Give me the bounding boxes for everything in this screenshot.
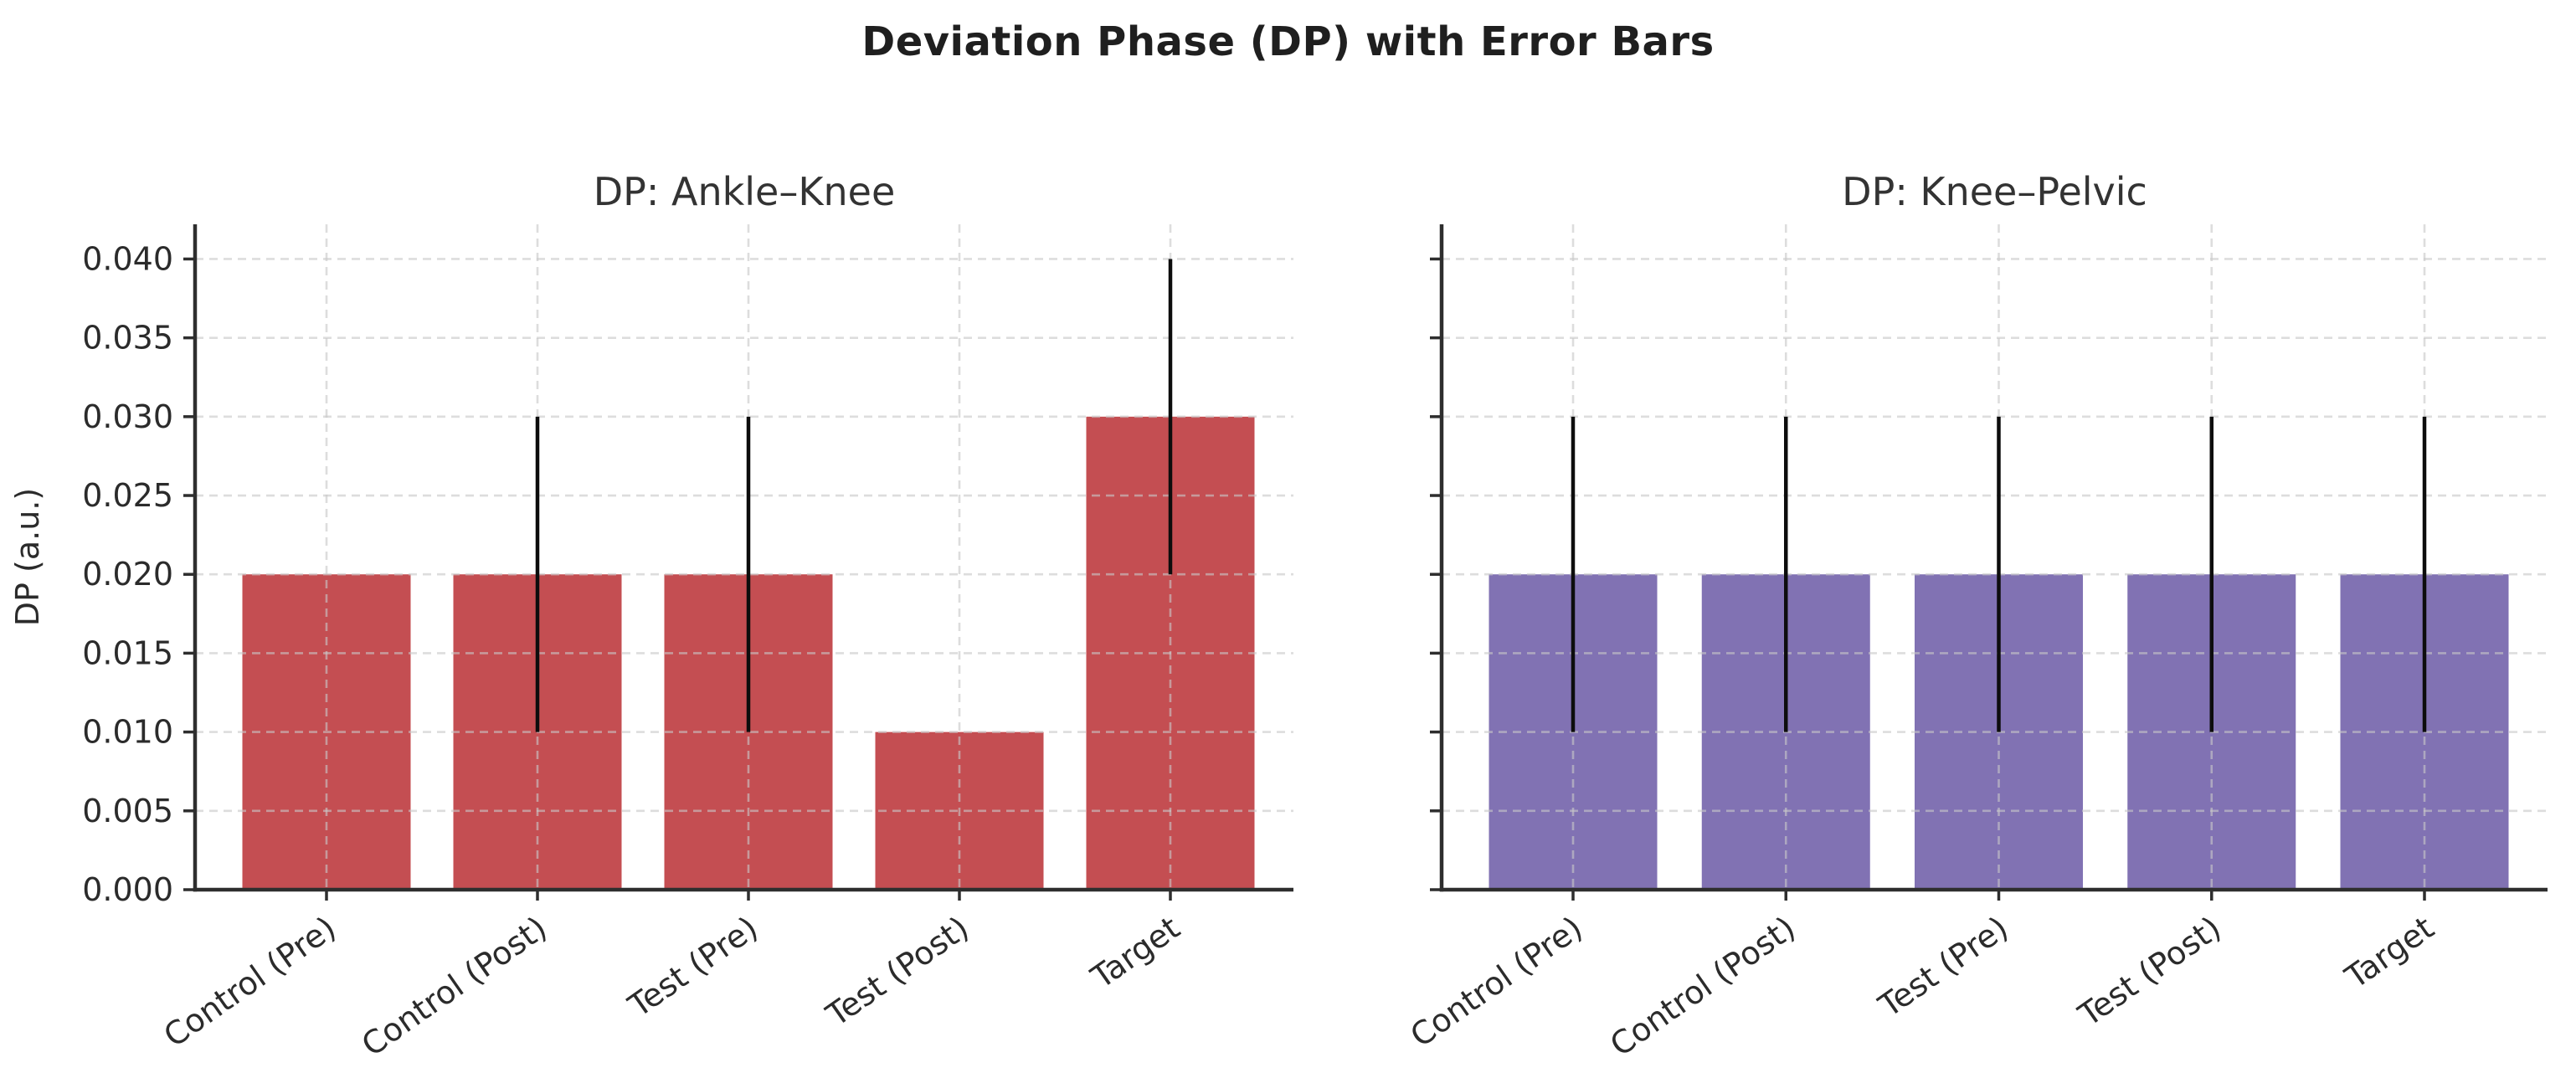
x-tick-label: Control (Pre): [157, 909, 342, 1054]
y-tick-label: 0.030: [82, 398, 173, 435]
subplot-title: DP: Ankle–Knee: [594, 169, 896, 214]
x-tick-label: Control (Post): [355, 909, 553, 1063]
chart-knee-pelvic: Control (Pre) Control (Post) Test (Pre) Tes…: [1404, 169, 2548, 1064]
x-tick-label: Test (Post): [2071, 909, 2228, 1034]
error-bars-group: [535, 259, 1173, 732]
y-tick-label: 0.010: [82, 714, 173, 751]
chart-ankle-knee: 0.000 0.005 0.010 0.015 0.020 0.025 0.030 0.035…: [9, 169, 1293, 1064]
y-tick-label: 0.015: [82, 634, 173, 671]
y-tick-label: 0.025: [82, 477, 173, 514]
x-tick-label: Control (Pre): [1404, 909, 1589, 1054]
x-tick-label: Test (Pre): [621, 909, 764, 1024]
x-tick-label: Test (Pre): [1872, 909, 2015, 1024]
y-tick-label: 0.005: [82, 793, 173, 829]
y-tick-label: 0.035: [82, 320, 173, 357]
x-tick-label: Target: [1084, 909, 1186, 996]
error-bars-group: [1571, 416, 2427, 732]
figure-title: Deviation Phase (DP) with Error Bars: [861, 18, 1715, 65]
y-tick-label: 0.040: [82, 240, 173, 277]
x-tick-label: Target: [2338, 909, 2440, 996]
y-tick-label: 0.020: [82, 556, 173, 593]
y-tick-label: 0.000: [82, 871, 173, 908]
subplot-title: DP: Knee–Pelvic: [1842, 169, 2147, 214]
y-axis-label: DP (a.u.): [9, 488, 46, 626]
x-tick-label: Test (Post): [819, 909, 975, 1034]
x-tick-label: Control (Post): [1603, 909, 1802, 1063]
